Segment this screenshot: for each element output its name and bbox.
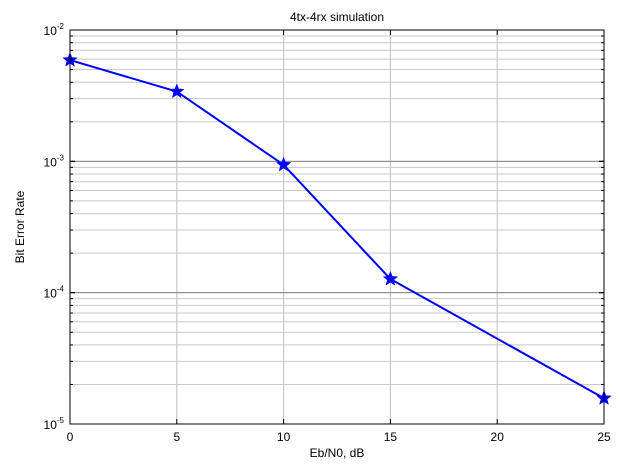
x-tick-label: 25 bbox=[597, 430, 611, 444]
y-axis-label: Bit Error Rate bbox=[13, 190, 27, 263]
x-axis-label: Eb/N0, dB bbox=[310, 446, 365, 460]
data-point-star bbox=[169, 83, 185, 99]
axis-ticks: 0 5 10 15 20 25 10-2 10-3 10-4 10-5 bbox=[44, 22, 611, 444]
grid-lines bbox=[70, 30, 604, 424]
x-tick-label: 20 bbox=[491, 430, 505, 444]
x-tick-label: 0 bbox=[67, 430, 74, 444]
x-tick-label: 15 bbox=[384, 430, 398, 444]
series-line-segment bbox=[389, 278, 605, 400]
data-point-star bbox=[275, 156, 292, 172]
chart-title: 4tx-4rx simulation bbox=[290, 10, 384, 24]
series-line-segment bbox=[69, 59, 178, 93]
series-layer bbox=[62, 51, 612, 405]
x-tick-label: 10 bbox=[277, 430, 291, 444]
series-line-segment bbox=[175, 90, 285, 166]
series-line-segment bbox=[282, 163, 392, 281]
y-tick-label: 10-2 bbox=[44, 22, 65, 38]
data-point-star bbox=[382, 270, 399, 286]
plot-area bbox=[70, 30, 604, 424]
x-tick-label: 5 bbox=[173, 430, 180, 444]
plot-frame bbox=[69, 29, 605, 425]
y-tick-label: 10-5 bbox=[44, 416, 65, 432]
y-tick-label: 10-4 bbox=[44, 285, 65, 301]
y-tick-label: 10-3 bbox=[44, 153, 65, 169]
